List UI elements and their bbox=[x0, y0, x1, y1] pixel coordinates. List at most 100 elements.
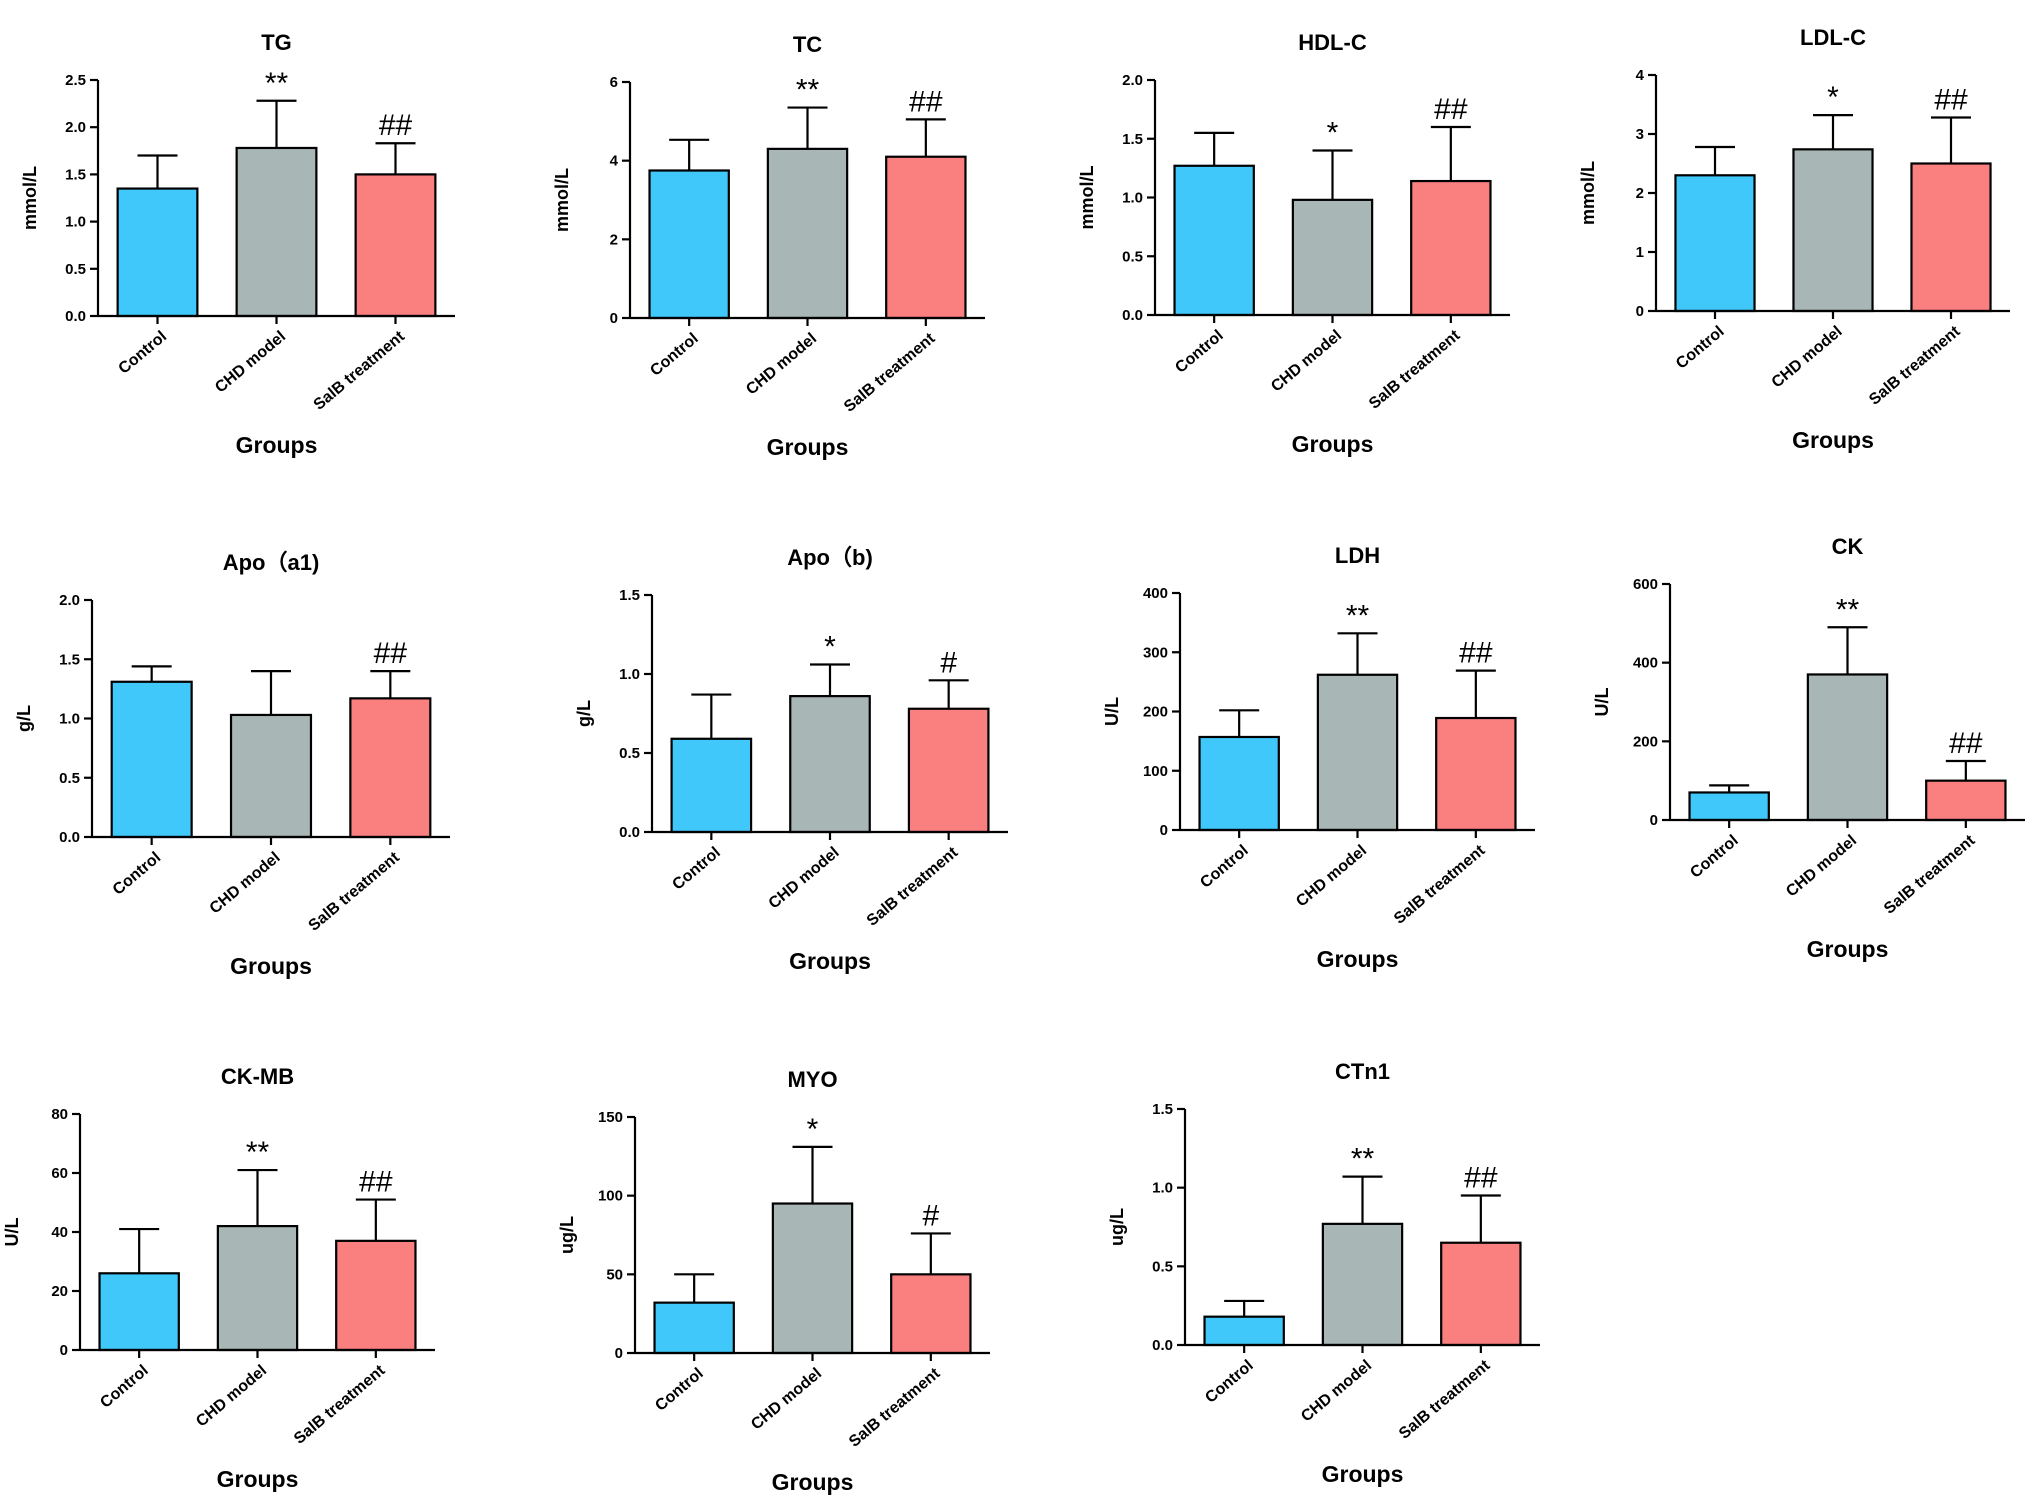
bar bbox=[1291, 198, 1374, 317]
bar bbox=[890, 1273, 972, 1355]
y-tick-label: 4 bbox=[610, 153, 619, 170]
y-tick-label: 4 bbox=[1636, 67, 1645, 84]
category-label: CHD model bbox=[748, 1365, 825, 1433]
significance-mark: ## bbox=[1434, 93, 1468, 126]
y-tick-label: 1.0 bbox=[65, 214, 86, 231]
chart-panel: CK U/L 0 200 400 600 Control ** CHD model ## SalB … bbox=[1592, 534, 2025, 962]
y-tick-label: 200 bbox=[1633, 733, 1658, 750]
category-label: CHD model bbox=[1298, 1357, 1375, 1425]
x-axis-label: Groups bbox=[1792, 427, 1874, 453]
y-axis-label: ug/L bbox=[557, 1216, 577, 1254]
significance-mark: ## bbox=[379, 109, 413, 142]
y-axis-label: U/L bbox=[1592, 688, 1612, 717]
bar bbox=[1674, 174, 1756, 313]
significance-mark: ## bbox=[374, 637, 408, 670]
y-tick-label: 0.0 bbox=[1152, 1337, 1173, 1354]
y-tick-label: 1.5 bbox=[619, 587, 640, 604]
significance-mark: ** bbox=[246, 1136, 270, 1169]
category-label: Control bbox=[1687, 832, 1741, 882]
chart-panel: TG mmol/L 0.0 0.5 1.0 1.5 2.0 2.5 Control ** CHD m… bbox=[20, 30, 455, 458]
significance-mark: # bbox=[922, 1199, 939, 1232]
chart-panel: HDL-C mmol/L 0.0 0.5 1.0 1.5 2.0 Control * CHD mo… bbox=[1077, 30, 1510, 457]
significance-mark: ** bbox=[1346, 599, 1370, 632]
significance-mark: ## bbox=[1949, 727, 1983, 760]
y-tick-label: 80 bbox=[51, 1106, 68, 1123]
bar bbox=[766, 147, 849, 320]
bar bbox=[229, 713, 313, 839]
category-label: SalB treatment bbox=[311, 328, 409, 414]
chart-title: LDH bbox=[1335, 543, 1380, 568]
category-label: SalB treatment bbox=[305, 849, 403, 935]
y-tick-label: 0 bbox=[610, 310, 618, 327]
y-tick-label: 0.5 bbox=[1122, 248, 1143, 265]
chart-title: TC bbox=[793, 32, 822, 57]
y-tick-label: 0 bbox=[1160, 822, 1168, 839]
bar bbox=[1203, 1315, 1285, 1347]
significance-mark: ## bbox=[1934, 83, 1968, 116]
y-tick-label: 0.0 bbox=[59, 829, 80, 846]
y-tick-label: 100 bbox=[1143, 763, 1168, 780]
y-tick-label: 1.5 bbox=[65, 166, 86, 183]
chart-title: MYO bbox=[787, 1067, 837, 1092]
bar bbox=[98, 1272, 180, 1352]
y-tick-label: 1.5 bbox=[1152, 1101, 1173, 1118]
chart-panel: LDH U/L 0 100 200 300 400 Control ** CHD model ## S… bbox=[1102, 543, 1535, 972]
chart-title: Apo（a1) bbox=[223, 550, 320, 575]
significance-mark: ## bbox=[909, 85, 943, 118]
y-axis-label: g/L bbox=[574, 700, 594, 727]
chart-panel: MYO ug/L 0 50 100 150 Control * CHD model # SalB t… bbox=[557, 1067, 990, 1495]
y-tick-label: 600 bbox=[1633, 576, 1658, 593]
y-tick-label: 150 bbox=[598, 1109, 623, 1126]
bar bbox=[1435, 716, 1517, 832]
y-tick-label: 2.0 bbox=[1122, 72, 1143, 89]
x-axis-label: Groups bbox=[1317, 946, 1399, 972]
chart-panel: Apo（b) g/L 0.0 0.5 1.0 1.5 Control * CHD model # S… bbox=[574, 545, 1008, 974]
significance-mark: ## bbox=[359, 1166, 393, 1199]
chart-panel: TC mmol/L 0 2 4 6 Control ** CHD model ## SalB tre… bbox=[552, 32, 985, 460]
x-axis-label: Groups bbox=[1807, 936, 1889, 962]
y-tick-label: 0.0 bbox=[65, 308, 86, 325]
category-label: Control bbox=[647, 330, 701, 380]
significance-mark: * bbox=[1327, 117, 1339, 150]
y-tick-label: 60 bbox=[51, 1165, 68, 1182]
category-label: SalB treatment bbox=[1866, 323, 1964, 409]
bar bbox=[670, 737, 753, 834]
bar bbox=[216, 1224, 299, 1352]
chart-title: CK-MB bbox=[221, 1064, 294, 1089]
significance-mark: * bbox=[824, 631, 836, 664]
category-label: Control bbox=[110, 849, 164, 899]
category-label: SalB treatment bbox=[1391, 842, 1489, 928]
y-axis-label: mmol/L bbox=[1077, 165, 1097, 229]
bar bbox=[1910, 162, 1992, 313]
y-tick-label: 2 bbox=[610, 231, 618, 248]
category-label: CHD model bbox=[193, 1362, 270, 1430]
bar bbox=[1792, 148, 1874, 313]
category-label: CHD model bbox=[207, 849, 284, 917]
x-axis-label: Groups bbox=[217, 1466, 299, 1492]
significance-mark: ** bbox=[1351, 1143, 1375, 1176]
category-label: SalB treatment bbox=[291, 1362, 389, 1448]
bar bbox=[354, 173, 437, 318]
y-axis-label: g/L bbox=[14, 705, 34, 732]
bar bbox=[1688, 791, 1770, 822]
y-tick-label: 1.0 bbox=[59, 711, 80, 728]
chart-title: CK bbox=[1832, 534, 1864, 559]
bar bbox=[1198, 735, 1280, 832]
y-tick-label: 1 bbox=[1636, 244, 1644, 261]
y-axis-label: U/L bbox=[1102, 697, 1122, 726]
bar bbox=[1806, 673, 1889, 822]
chart-title: CTn1 bbox=[1335, 1059, 1390, 1084]
category-label: Control bbox=[1172, 327, 1226, 377]
bar bbox=[349, 697, 432, 839]
bar bbox=[1410, 179, 1492, 317]
category-label: Control bbox=[97, 1362, 151, 1412]
y-tick-label: 0 bbox=[60, 1342, 68, 1359]
y-tick-label: 400 bbox=[1633, 655, 1658, 672]
category-label: Control bbox=[116, 328, 170, 378]
y-tick-label: 2.0 bbox=[59, 592, 80, 609]
bar bbox=[1321, 1222, 1404, 1347]
y-tick-label: 3 bbox=[1636, 126, 1644, 143]
category-label: CHD model bbox=[1268, 327, 1345, 395]
y-tick-label: 1.5 bbox=[59, 651, 80, 668]
